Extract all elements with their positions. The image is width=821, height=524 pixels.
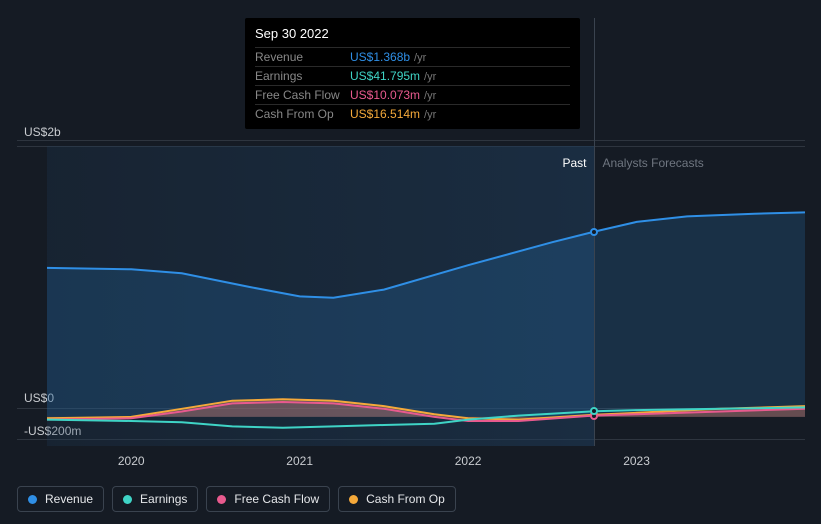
series-area: [47, 212, 805, 417]
legend-label: Cash From Op: [366, 492, 445, 506]
chart-svg: [17, 128, 805, 458]
tooltip-row: Cash From OpUS$16.514m/yr: [255, 104, 570, 123]
tooltip-value: US$16.514m: [350, 107, 420, 121]
past-label: Past: [562, 156, 586, 170]
tooltip-suffix: /yr: [424, 90, 436, 102]
tooltip-row: Free Cash FlowUS$10.073m/yr: [255, 85, 570, 104]
legend-label: Earnings: [140, 492, 187, 506]
x-axis-label: 2022: [455, 454, 482, 468]
series-marker: [590, 228, 598, 236]
tooltip-suffix: /yr: [424, 71, 436, 83]
legend-label: Revenue: [45, 492, 93, 506]
tooltip-label: Earnings: [255, 69, 350, 83]
x-axis-label: 2021: [286, 454, 313, 468]
legend-item[interactable]: Earnings: [112, 486, 198, 512]
tooltip-value: US$10.073m: [350, 88, 420, 102]
legend-dot-icon: [217, 495, 226, 504]
tooltip-row: EarningsUS$41.795m/yr: [255, 66, 570, 85]
legend-label: Free Cash Flow: [234, 492, 319, 506]
legend-item[interactable]: Revenue: [17, 486, 104, 512]
tooltip-date: Sep 30 2022: [255, 26, 570, 41]
x-axis-label: 2023: [623, 454, 650, 468]
legend: Revenue Earnings Free Cash Flow Cash From O…: [17, 486, 456, 512]
forecast-label: Analysts Forecasts: [602, 156, 703, 170]
legend-dot-icon: [28, 495, 37, 504]
legend-item[interactable]: Free Cash Flow: [206, 486, 330, 512]
tooltip-value: US$41.795m: [350, 69, 420, 83]
legend-dot-icon: [123, 495, 132, 504]
x-axis-label: 2020: [118, 454, 145, 468]
legend-item[interactable]: Cash From Op: [338, 486, 456, 512]
tooltip-label: Cash From Op: [255, 107, 350, 121]
tooltip-label: Free Cash Flow: [255, 88, 350, 102]
tooltip-suffix: /yr: [414, 52, 426, 64]
chart-tooltip: Sep 30 2022 RevenueUS$1.368b/yrEarningsU…: [245, 18, 580, 129]
tooltip-label: Revenue: [255, 50, 350, 64]
legend-dot-icon: [349, 495, 358, 504]
chart-container: US$2bUS$0-US$200m Past Analysts Forecast…: [17, 128, 805, 484]
tooltip-row: RevenueUS$1.368b/yr: [255, 47, 570, 66]
tooltip-suffix: /yr: [424, 109, 436, 121]
tooltip-value: US$1.368b: [350, 50, 410, 64]
series-marker: [590, 407, 598, 415]
